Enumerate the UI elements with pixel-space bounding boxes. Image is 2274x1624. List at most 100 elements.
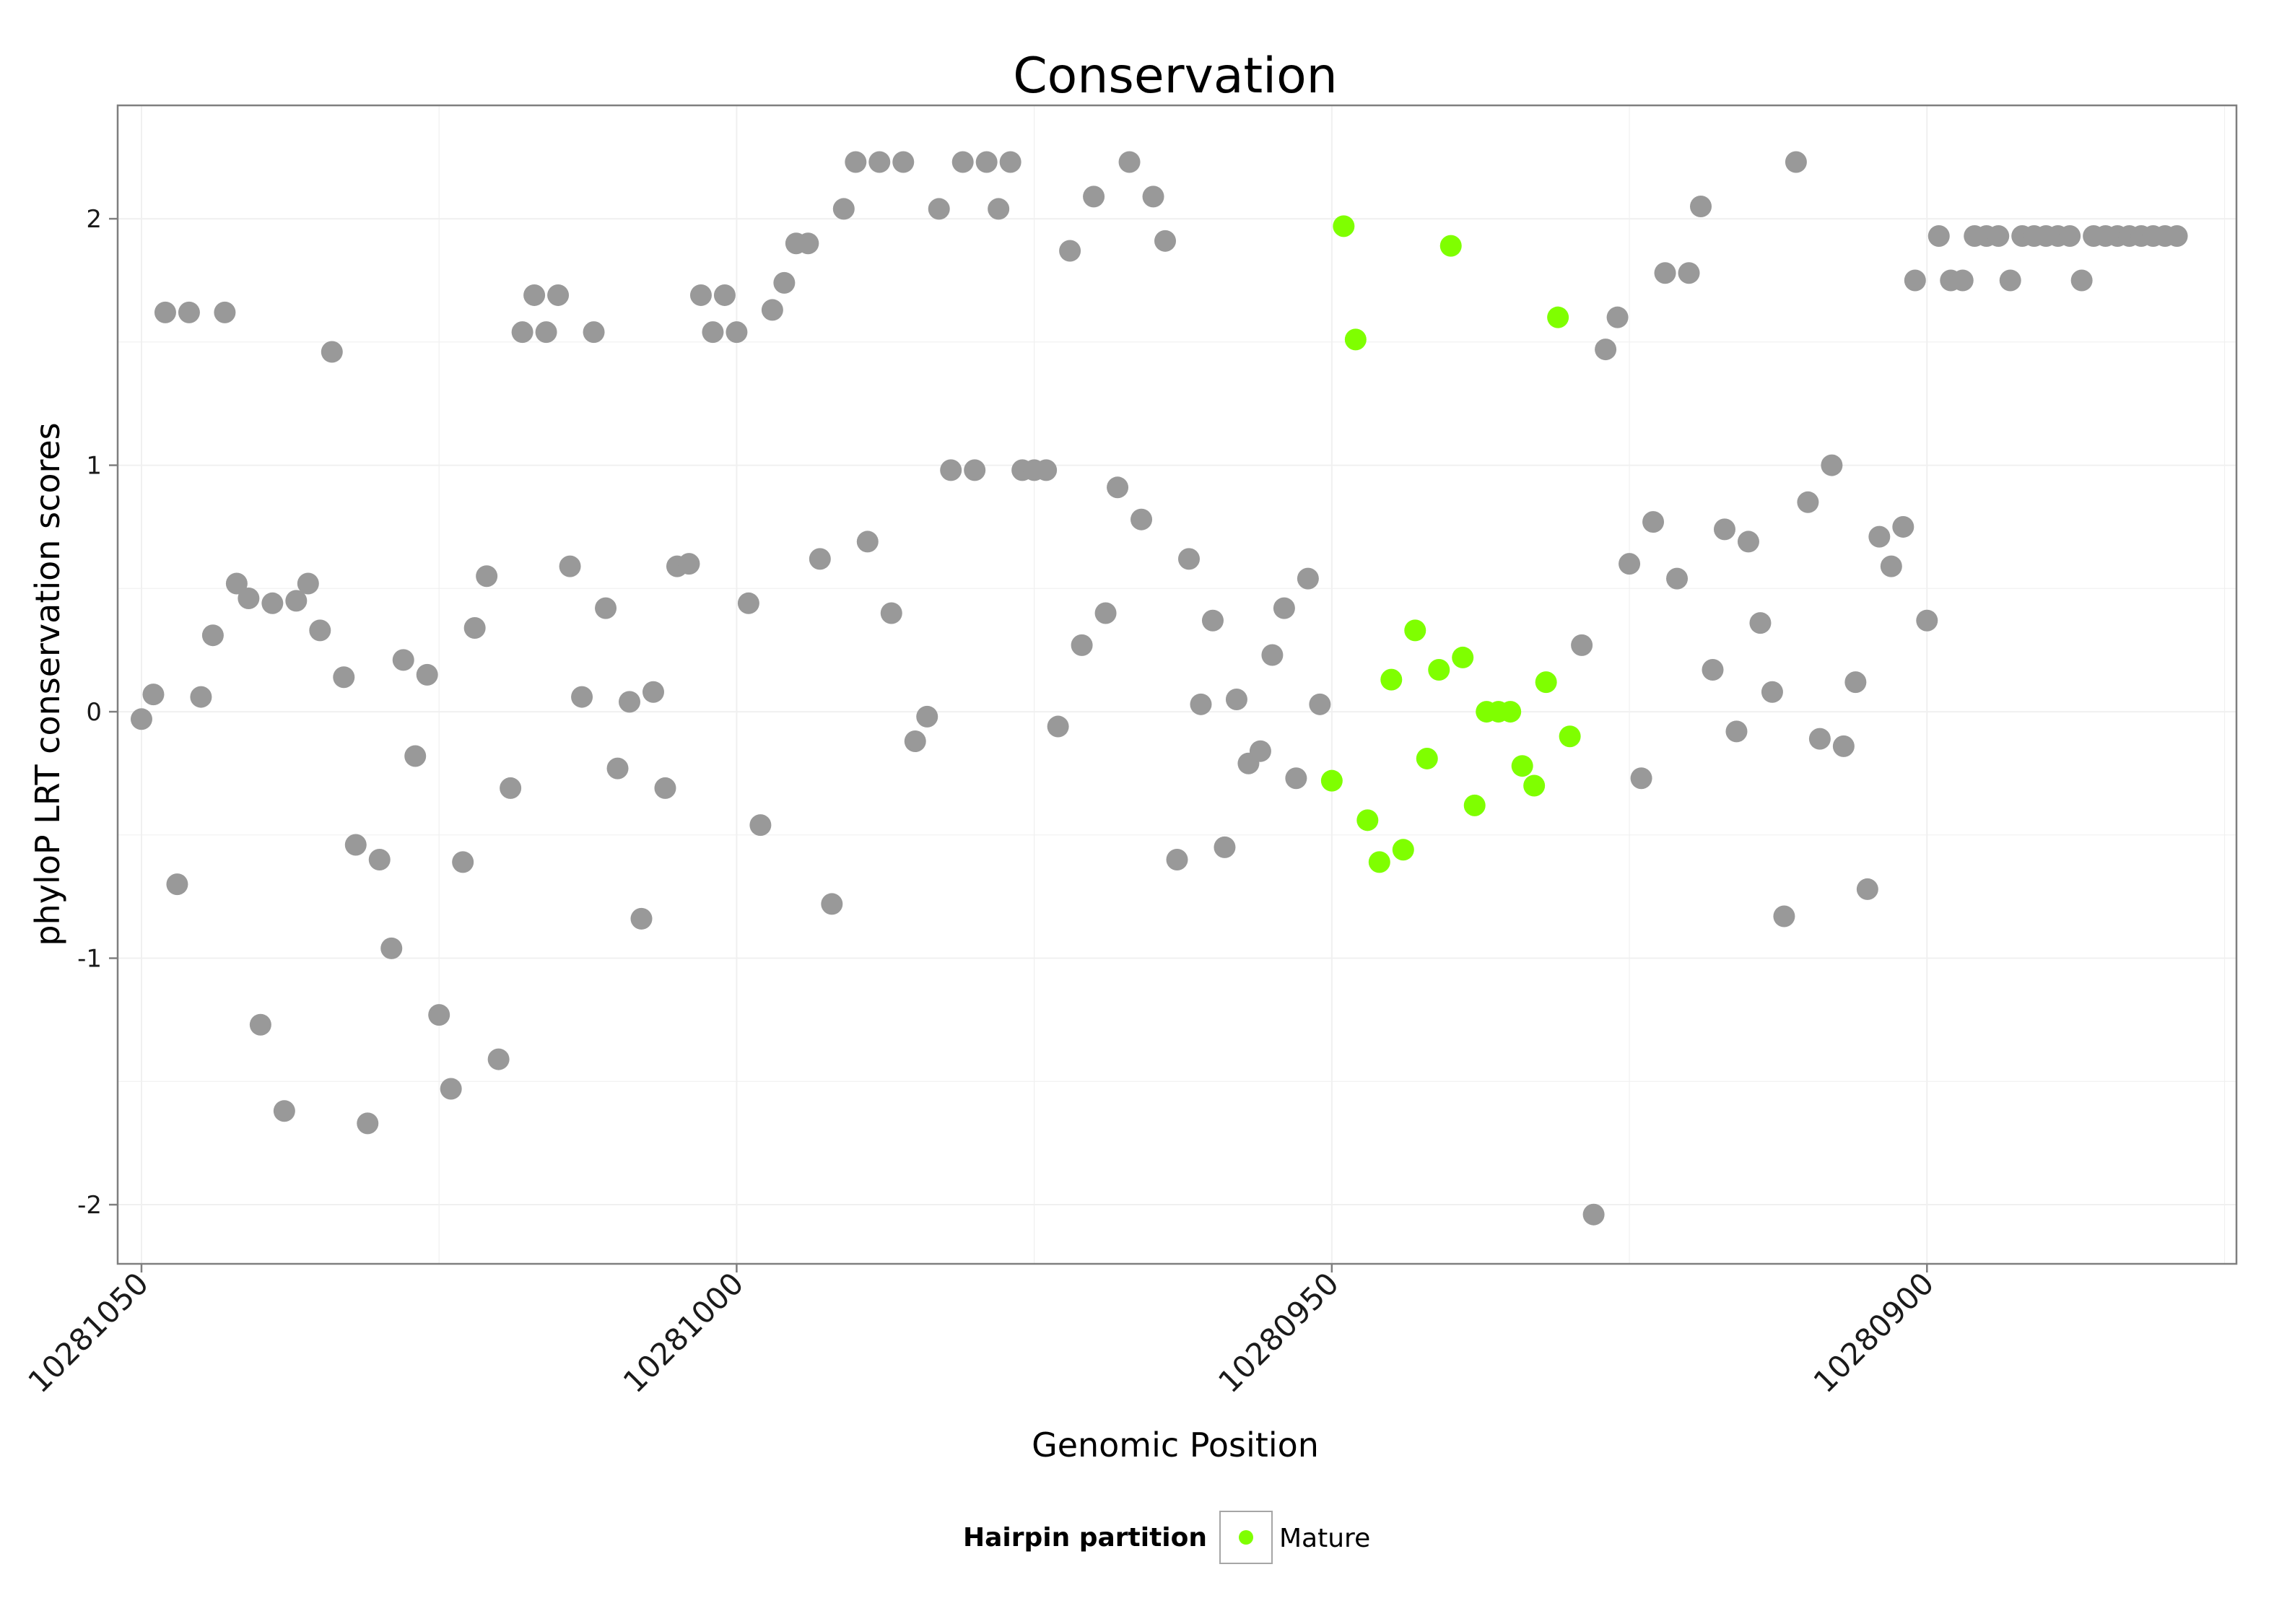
x-tick-label: 10281050: [21, 1265, 155, 1400]
legend: Hairpin partition Mature: [963, 1511, 1370, 1564]
point-other: [1749, 612, 1772, 634]
point-other: [880, 602, 902, 624]
point-other: [2166, 224, 2188, 247]
point-other: [500, 777, 522, 799]
y-tick-label: 1: [86, 452, 102, 481]
point-other: [511, 321, 533, 344]
point-other: [368, 848, 391, 870]
point-other: [832, 198, 855, 220]
legend-title: Hairpin partition: [963, 1523, 1207, 1553]
point-other: [630, 907, 653, 930]
point-other: [940, 459, 962, 481]
point-other: [380, 937, 403, 959]
point-other: [821, 893, 843, 915]
point-other: [476, 565, 498, 588]
point-other: [344, 834, 367, 856]
point-other: [1666, 567, 1689, 590]
point-mature: [1452, 646, 1474, 668]
point-other: [333, 666, 355, 689]
y-tick-label: 2: [86, 205, 102, 234]
point-other: [1094, 602, 1117, 624]
point-other: [1606, 306, 1629, 328]
point-mature: [1523, 774, 1546, 797]
point-other: [1868, 525, 1891, 548]
point-mature: [1392, 839, 1414, 861]
point-mature: [1416, 747, 1438, 769]
point-other: [1999, 269, 2021, 292]
point-other: [404, 745, 427, 767]
point-other: [773, 271, 796, 294]
point-other: [297, 572, 319, 595]
point-other: [726, 321, 748, 344]
point-other: [1261, 644, 1284, 666]
y-tick-label: 0: [86, 698, 102, 727]
point-other: [309, 619, 331, 642]
point-other: [178, 301, 200, 323]
point-other: [1713, 518, 1735, 541]
point-other: [737, 592, 759, 614]
point-mature: [1333, 215, 1355, 237]
point-other: [1131, 508, 1153, 531]
point-other: [904, 730, 926, 753]
point-mature: [1463, 794, 1486, 816]
point-other: [225, 572, 248, 595]
point-other: [964, 459, 986, 481]
point-other: [678, 553, 700, 575]
point-other: [1571, 634, 1593, 656]
point-other: [702, 321, 724, 344]
point-other: [1880, 555, 1902, 577]
point-other: [1047, 715, 1069, 738]
point-other: [845, 151, 867, 173]
legend-label-mature: Mature: [1279, 1524, 1370, 1553]
point-other: [1808, 728, 1831, 750]
point-other: [285, 590, 308, 612]
point-other: [535, 321, 557, 344]
point-other: [166, 873, 188, 896]
legend-key-mature: [1239, 1530, 1253, 1545]
point-other: [1737, 531, 1759, 553]
grid-lines: [118, 105, 2236, 1264]
point-other: [201, 624, 224, 647]
point-other: [689, 284, 712, 306]
point-other: [1595, 339, 1617, 361]
point-other: [1678, 262, 1700, 284]
point-mature: [1535, 671, 1557, 694]
chart-title: Conservation: [1013, 48, 1338, 105]
y-tick-label: -2: [77, 1191, 102, 1220]
point-other: [1083, 185, 1105, 208]
point-mature: [1320, 769, 1343, 792]
point-other: [571, 686, 593, 708]
point-other: [1225, 688, 1247, 710]
point-other: [928, 198, 950, 220]
y-axis: -2 -1 0 1 2: [77, 205, 118, 1220]
point-other: [1071, 634, 1093, 656]
point-other: [797, 232, 819, 255]
point-other: [1035, 459, 1058, 481]
point-other: [1201, 609, 1224, 632]
point-other: [1297, 567, 1319, 590]
x-axis: 10281050 10281000 10280950 10280900: [21, 1264, 1940, 1400]
point-other: [1821, 454, 1843, 476]
point-other: [1761, 681, 1783, 703]
point-other: [1785, 151, 1807, 173]
point-mature: [1380, 668, 1403, 691]
point-other: [130, 708, 152, 730]
point-other: [1273, 597, 1295, 619]
point-other: [1118, 151, 1141, 173]
point-other: [1619, 553, 1641, 575]
point-other: [1142, 185, 1164, 208]
point-other: [190, 686, 212, 708]
point-other: [238, 587, 260, 609]
point-other: [1856, 878, 1878, 900]
point-other: [142, 684, 165, 706]
point-other: [1059, 240, 1081, 262]
point-other: [1916, 609, 1938, 632]
point-other: [1309, 693, 1331, 715]
point-other: [1107, 476, 1129, 499]
point-other: [1654, 262, 1676, 284]
x-axis-title: Genomic Position: [1032, 1426, 1319, 1464]
x-tick-label: 10281000: [617, 1265, 751, 1400]
point-other: [249, 1013, 271, 1036]
point-mature: [1404, 619, 1426, 642]
